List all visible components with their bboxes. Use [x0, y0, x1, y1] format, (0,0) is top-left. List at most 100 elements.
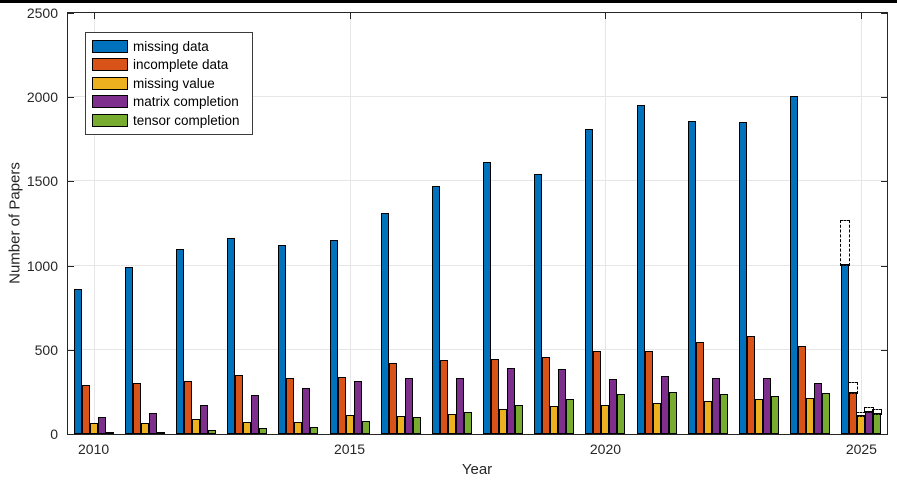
- bar-incomplete-data: [183, 380, 192, 434]
- y-tick-mark: [68, 349, 74, 351]
- y-tick-label: 2000: [26, 89, 58, 106]
- bar-missing-data: [380, 212, 389, 434]
- legend-color-patch-tensor-completion: [92, 113, 128, 127]
- bar-missing-value: [806, 397, 815, 434]
- bar-matrix-completion: [97, 417, 106, 434]
- legend-color-patch-matrix-completion: [92, 95, 128, 109]
- vertical-gridline: [861, 13, 863, 434]
- horizontal-gridline: [68, 264, 887, 266]
- x-tick-mark: [861, 13, 863, 19]
- bar-missing-data: [790, 96, 799, 434]
- y-tick-mark: [881, 97, 887, 99]
- projection-box-missing-value: [856, 412, 867, 418]
- bar-incomplete-data: [235, 375, 244, 434]
- x-axis-label: Year: [461, 461, 493, 478]
- y-tick-label: 2500: [26, 5, 58, 21]
- legend-item-label: missing value: [133, 75, 215, 91]
- bar-tensor-completion: [105, 432, 114, 434]
- bar-missing-value: [550, 406, 559, 434]
- bar-matrix-completion: [711, 378, 720, 434]
- y-tick-mark: [68, 181, 74, 183]
- bar-matrix-completion: [507, 368, 516, 434]
- bar-matrix-completion: [148, 412, 157, 434]
- bar-tensor-completion: [259, 428, 268, 434]
- bar-missing-value: [857, 415, 866, 434]
- y-tick-label: 0: [50, 426, 58, 442]
- y-tick-mark: [68, 434, 74, 435]
- bar-missing-data: [687, 120, 696, 434]
- y-tick-label: 500: [34, 341, 58, 358]
- x-tick-label: 2010: [78, 441, 110, 457]
- bar-missing-value: [601, 405, 610, 434]
- y-tick-label: 1000: [26, 257, 58, 274]
- bar-missing-value: [703, 401, 712, 434]
- bar-missing-value: [447, 413, 456, 434]
- bar-matrix-completion: [353, 380, 362, 434]
- bar-incomplete-data: [491, 359, 500, 434]
- bar-missing-data: [431, 185, 440, 434]
- vertical-gridline: [605, 13, 607, 434]
- bar-missing-data: [278, 245, 287, 434]
- bar-incomplete-data: [695, 342, 704, 434]
- legend-color-patch-missing-data: [92, 39, 128, 53]
- bar-incomplete-data: [388, 363, 397, 434]
- legend-item: incomplete data: [92, 56, 252, 75]
- legend-item-label: missing data: [133, 38, 209, 54]
- bar-tensor-completion: [515, 404, 524, 434]
- bar-missing-value: [89, 423, 98, 434]
- bar-matrix-completion: [865, 411, 874, 434]
- horizontal-gridline: [68, 180, 887, 182]
- legend-color-patch-incomplete-data: [92, 58, 128, 72]
- bar-tensor-completion: [822, 392, 831, 434]
- y-tick-mark: [881, 434, 887, 435]
- bar-matrix-completion: [251, 395, 260, 434]
- bar-missing-value: [345, 415, 354, 434]
- bar-missing-value: [140, 423, 149, 434]
- bar-incomplete-data: [337, 376, 346, 434]
- legend-item-label: tensor completion: [133, 112, 240, 128]
- projection-box-tensor-completion: [872, 408, 883, 415]
- bar-incomplete-data: [644, 350, 653, 434]
- bar-incomplete-data: [81, 385, 90, 434]
- plot-area: [67, 12, 888, 435]
- y-tick-mark: [881, 265, 887, 267]
- bar-tensor-completion: [668, 391, 677, 434]
- bar-matrix-completion: [199, 404, 208, 434]
- bar-tensor-completion: [207, 429, 216, 434]
- vertical-gridline: [349, 13, 351, 434]
- bar-matrix-completion: [404, 378, 413, 434]
- bar-incomplete-data: [132, 383, 141, 434]
- y-tick-mark: [881, 349, 887, 351]
- y-tick-mark: [68, 265, 74, 267]
- bar-missing-data: [175, 248, 184, 434]
- bar-incomplete-data: [747, 336, 756, 434]
- projection-box-incomplete-data: [848, 381, 859, 394]
- bar-tensor-completion: [873, 412, 882, 434]
- x-tick-label: 2020: [589, 441, 622, 457]
- bar-missing-data: [73, 289, 82, 434]
- legend-item: missing data: [92, 37, 252, 56]
- bar-missing-value: [191, 418, 200, 434]
- bar-missing-data: [483, 162, 492, 434]
- bar-tensor-completion: [310, 427, 319, 434]
- bar-missing-data: [124, 267, 133, 434]
- y-tick-mark: [68, 97, 74, 99]
- bar-matrix-completion: [763, 377, 772, 434]
- bar-missing-value: [294, 422, 303, 434]
- bar-missing-value: [499, 408, 508, 434]
- legend-color-patch-missing-value: [92, 76, 128, 90]
- bar-incomplete-data: [439, 359, 448, 434]
- x-tick-label: 2025: [845, 441, 877, 457]
- legend-item-label: incomplete data: [133, 57, 229, 73]
- x-tick-mark: [349, 13, 351, 19]
- projection-box-matrix-completion: [864, 407, 875, 414]
- bar-matrix-completion: [455, 377, 464, 434]
- bar-missing-data: [636, 104, 645, 434]
- bar-matrix-completion: [609, 379, 618, 434]
- y-tick-mark: [881, 13, 887, 14]
- legend-item: tensor completion: [92, 111, 252, 130]
- bar-tensor-completion: [771, 396, 780, 434]
- bar-matrix-completion: [558, 369, 567, 434]
- bar-missing-value: [396, 416, 405, 434]
- bar-incomplete-data: [798, 345, 807, 434]
